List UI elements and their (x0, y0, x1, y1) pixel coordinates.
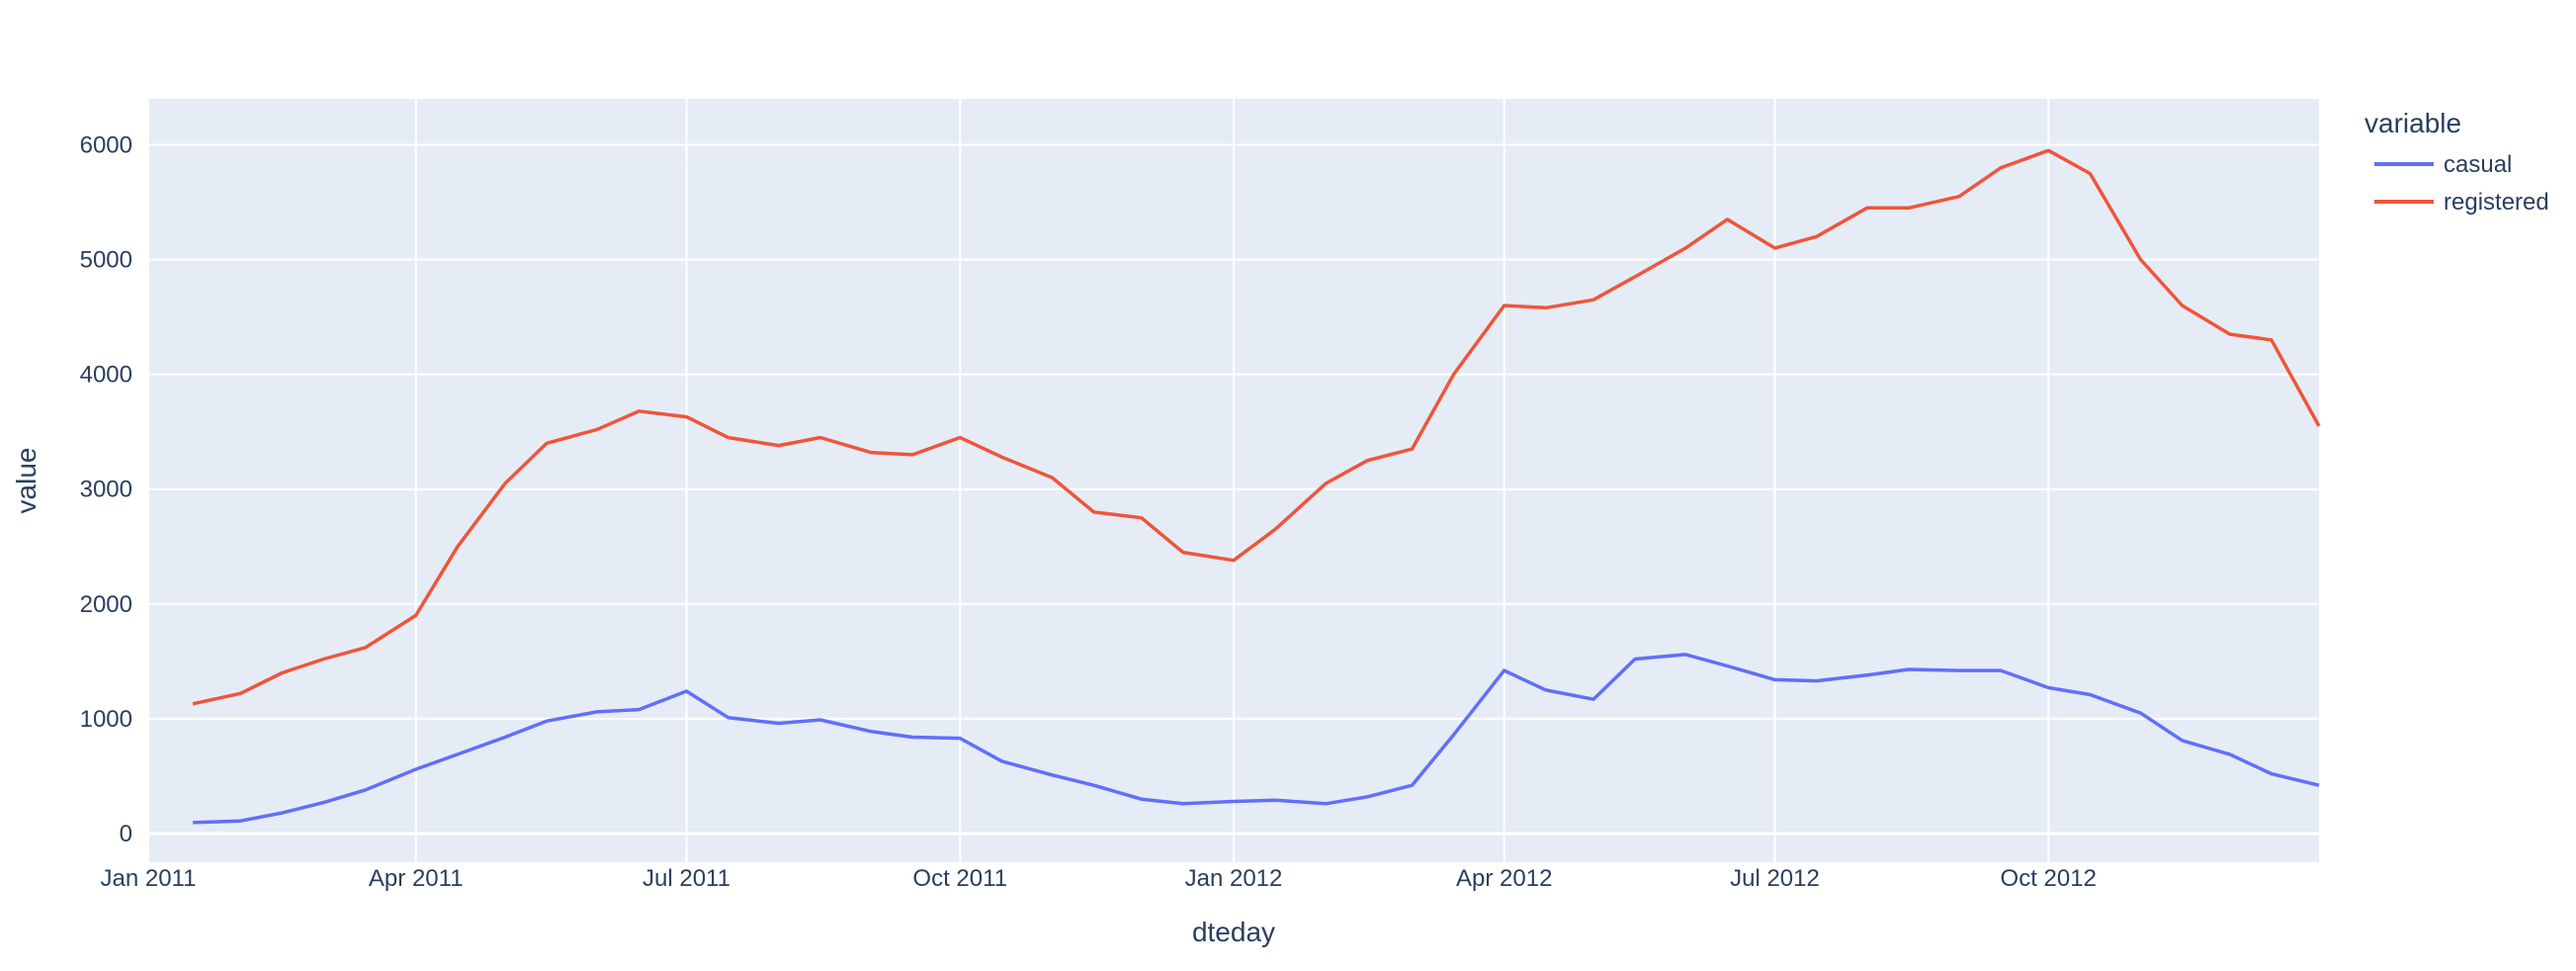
legend-title: variable (2364, 108, 2461, 138)
y-tick-label: 6000 (80, 132, 132, 158)
y-tick-label: 3000 (80, 477, 132, 503)
x-tick-label: Jan 2012 (1185, 865, 1283, 892)
series-line-registered (192, 148, 2321, 706)
x-axis-ticks: Jan 2011 Apr 2011 Jul 2011 Oct 2011 Jan 2012… (101, 865, 2097, 892)
y-axis-ticks: 0 1000 2000 3000 4000 5000 6000 (80, 132, 132, 847)
x-tick-label: Jan 2011 (101, 865, 197, 892)
series-line-casual (193, 653, 2320, 825)
legend: variable casual registered (2364, 108, 2549, 216)
x-tick-label: Oct 2012 (2001, 865, 2097, 892)
y-tick-label: 5000 (80, 247, 132, 274)
x-tick-label: Oct 2011 (912, 865, 1007, 892)
y-tick-label: 4000 (80, 362, 132, 389)
x-tick-label: Jul 2011 (643, 865, 730, 892)
x-tick-label: Apr 2012 (1456, 865, 1552, 892)
gridlines (147, 99, 2319, 862)
x-axis-title: dteday (1192, 917, 1275, 947)
y-axis-title: value (11, 448, 42, 514)
x-tick-label: Apr 2011 (369, 865, 464, 892)
series-lines (192, 148, 2321, 825)
legend-label-registered: registered (2444, 189, 2549, 216)
y-tick-label: 1000 (80, 706, 132, 733)
legend-label-casual: casual (2444, 151, 2512, 178)
y-tick-label: 2000 (80, 591, 132, 618)
y-tick-label: 0 (120, 821, 132, 847)
x-tick-label: Jul 2012 (1730, 865, 1820, 892)
